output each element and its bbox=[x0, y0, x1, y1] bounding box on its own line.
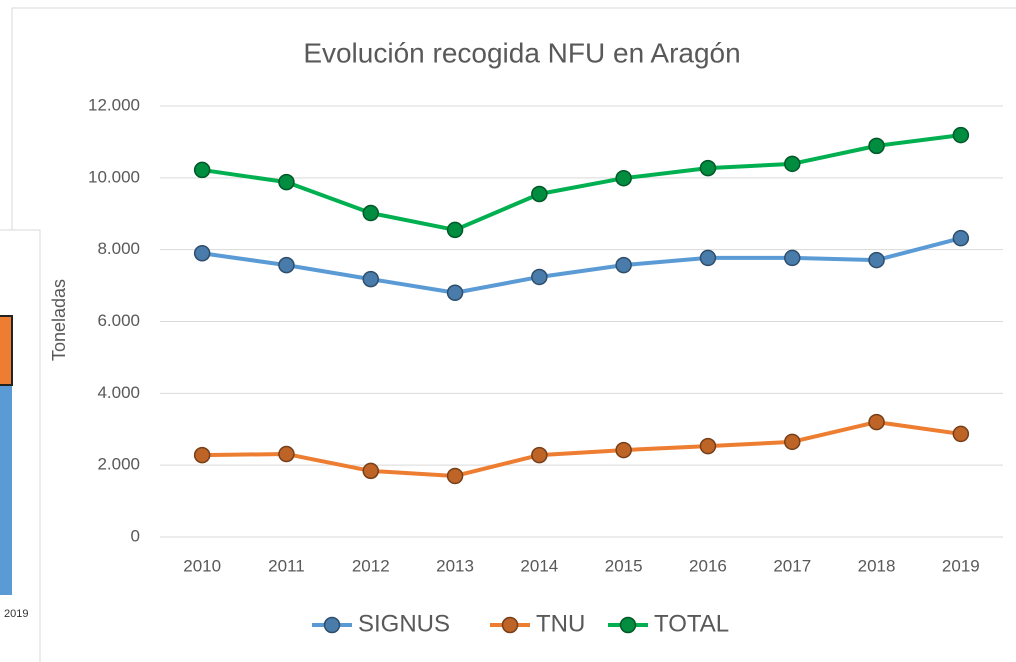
y-axis-label: Toneladas bbox=[49, 279, 69, 361]
x-tick-label: 2018 bbox=[858, 556, 896, 575]
x-tick-label: 2019 bbox=[942, 556, 980, 575]
data-point bbox=[278, 173, 295, 191]
y-tick-label: 6.000 bbox=[97, 311, 140, 330]
legend-label: TOTAL bbox=[654, 610, 729, 637]
data-point bbox=[193, 245, 211, 262]
x-tick-label: 2012 bbox=[352, 556, 390, 575]
fragment-bar bbox=[0, 385, 12, 595]
data-point bbox=[531, 446, 548, 464]
data-point bbox=[362, 270, 379, 288]
data-point bbox=[699, 249, 717, 267]
background-chart-fragment: 2019 bbox=[0, 229, 41, 662]
data-point bbox=[531, 185, 548, 203]
y-tick-label: 4.000 bbox=[97, 383, 140, 402]
data-point bbox=[699, 159, 717, 177]
x-tick-label: 2011 bbox=[268, 556, 305, 575]
data-point bbox=[868, 137, 885, 155]
data-point bbox=[446, 284, 464, 302]
data-point bbox=[278, 256, 295, 274]
chart-title: Evolución recogida NFU en Aragón bbox=[303, 37, 740, 68]
y-tick-label: 0 bbox=[131, 526, 140, 545]
series-line bbox=[201, 236, 962, 295]
series-line bbox=[202, 420, 962, 478]
data-point bbox=[278, 445, 295, 463]
legend-marker bbox=[323, 616, 341, 634]
legend-label: SIGNUS bbox=[358, 610, 450, 637]
x-tick-label: 2015 bbox=[605, 556, 643, 575]
data-point bbox=[784, 155, 801, 173]
fragment-label: 2019 bbox=[4, 608, 28, 620]
data-point bbox=[362, 462, 379, 480]
data-point bbox=[952, 229, 970, 247]
fragment-bar bbox=[0, 315, 13, 386]
data-point bbox=[446, 467, 464, 485]
y-tick-label: 12.000 bbox=[88, 95, 140, 114]
data-point bbox=[615, 256, 632, 274]
data-point bbox=[952, 126, 970, 144]
data-point bbox=[868, 413, 885, 431]
x-tick-label: 2014 bbox=[520, 556, 558, 575]
x-tick-label: 2010 bbox=[183, 556, 221, 575]
x-tick-label: 2013 bbox=[436, 556, 474, 575]
y-tick-label: 10.000 bbox=[88, 167, 140, 186]
y-tick-label: 8.000 bbox=[97, 239, 140, 258]
data-point bbox=[952, 425, 970, 443]
data-point bbox=[193, 446, 211, 464]
data-point bbox=[699, 437, 717, 455]
data-point bbox=[615, 441, 632, 459]
legend-label: TNU bbox=[536, 610, 585, 637]
data-point bbox=[531, 268, 548, 286]
data-point bbox=[193, 161, 211, 179]
data-point bbox=[446, 221, 464, 239]
data-point bbox=[784, 433, 801, 451]
data-point bbox=[615, 169, 632, 187]
data-point bbox=[784, 249, 801, 267]
data-point bbox=[362, 204, 379, 222]
chart-frame bbox=[11, 7, 1016, 662]
x-tick-label: 2017 bbox=[773, 556, 811, 575]
legend-marker bbox=[501, 616, 519, 634]
x-tick-label: 2016 bbox=[689, 556, 727, 575]
series-line bbox=[201, 133, 962, 232]
data-point bbox=[868, 251, 885, 269]
y-tick-label: 2.000 bbox=[97, 455, 140, 474]
legend-marker bbox=[619, 616, 637, 634]
